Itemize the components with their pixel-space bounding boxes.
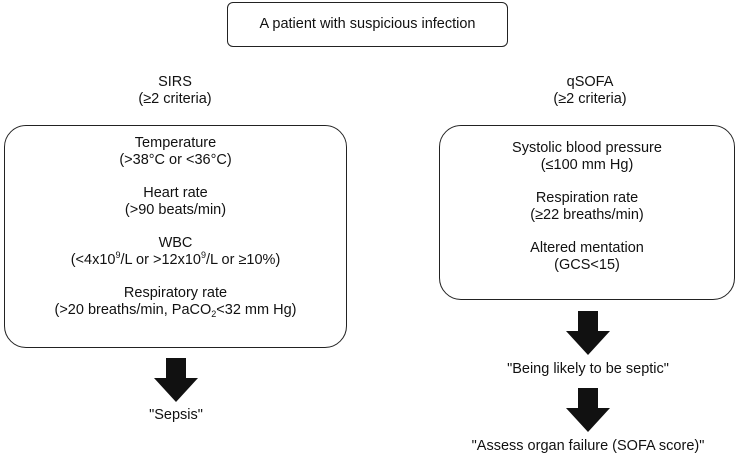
temperature-detail: (>38°C or <36°C)	[119, 152, 232, 168]
patient-label: A patient with suspicious infection	[259, 16, 476, 32]
likely-septic-outcome: "Being likely to be septic"	[440, 361, 735, 378]
mentation-label: Altered mentation	[530, 240, 644, 256]
qsofa-subtitle: (≥2 criteria)	[553, 91, 627, 107]
respiratory-detail-part1: (>20 breaths/min, PaCO	[54, 302, 212, 318]
assess-organ-failure-outcome: "Assess organ failure (SOFA score)"	[430, 438, 735, 455]
heart-rate-label: Heart rate	[143, 185, 208, 201]
respiration-label: Respiration rate	[535, 190, 639, 206]
qsofa-respiration: Respiration rate (≥22 breaths/min)	[440, 190, 734, 224]
respiratory-rate-label: Respiratory rate	[123, 285, 228, 301]
sirs-title: SIRS	[158, 74, 192, 90]
qsofa-title: qSOFA	[566, 74, 614, 90]
assess-organ-failure-label: "Assess organ failure (SOFA score)"	[471, 438, 705, 454]
qsofa-systolic: Systolic blood pressure (≤100 mm Hg)	[440, 140, 734, 174]
wbc-detail-part1: (<4x10	[70, 252, 116, 268]
qsofa-mentation: Altered mentation (GCS<15)	[440, 240, 734, 274]
wbc-exponent-1: 9	[115, 250, 121, 260]
wbc-detail-part2: /L or >12x10	[120, 252, 201, 268]
systolic-label: Systolic blood pressure	[512, 140, 662, 156]
systolic-detail: (≤100 mm Hg)	[540, 157, 634, 173]
sirs-header: SIRS (≥2 criteria)	[30, 74, 320, 108]
temperature-label: Temperature	[134, 135, 217, 151]
wbc-detail-part3: /L or ≥10%)	[205, 252, 281, 268]
mentation-detail: (GCS<15)	[554, 257, 620, 273]
sirs-respiratory-rate: Respiratory rate (>20 breaths/min, PaCO2…	[5, 285, 346, 319]
qsofa-down-arrow-1-icon	[566, 311, 610, 355]
wbc-exponent-2: 9	[200, 250, 206, 260]
wbc-detail: (<4x109/L or >12x109/L or ≥10%)	[5, 250, 346, 269]
qsofa-down-arrow-2-icon	[566, 388, 610, 432]
wbc-label: WBC	[158, 235, 193, 251]
sirs-criteria-box: Temperature (>38°C or <36°C) Heart rate …	[4, 125, 347, 348]
sepsis-label: "Sepsis"	[149, 407, 203, 423]
likely-septic-label: "Being likely to be septic"	[507, 361, 669, 377]
patient-box: A patient with suspicious infection	[227, 2, 508, 47]
sirs-temperature: Temperature (>38°C or <36°C)	[5, 135, 346, 169]
paco2-subscript: 2	[211, 309, 217, 319]
sirs-subtitle: (≥2 criteria)	[138, 91, 212, 107]
heart-rate-detail: (>90 beats/min)	[124, 202, 227, 218]
sirs-heart-rate: Heart rate (>90 beats/min)	[5, 185, 346, 219]
sirs-wbc: WBC (<4x109/L or >12x109/L or ≥10%)	[5, 235, 346, 269]
respiratory-rate-detail: (>20 breaths/min, PaCO2<32 mm Hg)	[5, 302, 346, 319]
qsofa-criteria-box: Systolic blood pressure (≤100 mm Hg) Res…	[439, 125, 735, 300]
respiratory-detail-part2: <32 mm Hg)	[216, 302, 297, 318]
sirs-down-arrow-icon	[154, 358, 198, 402]
qsofa-header: qSOFA (≥2 criteria)	[440, 74, 735, 108]
respiration-detail: (≥22 breaths/min)	[530, 207, 644, 223]
sepsis-outcome: "Sepsis"	[76, 407, 276, 424]
